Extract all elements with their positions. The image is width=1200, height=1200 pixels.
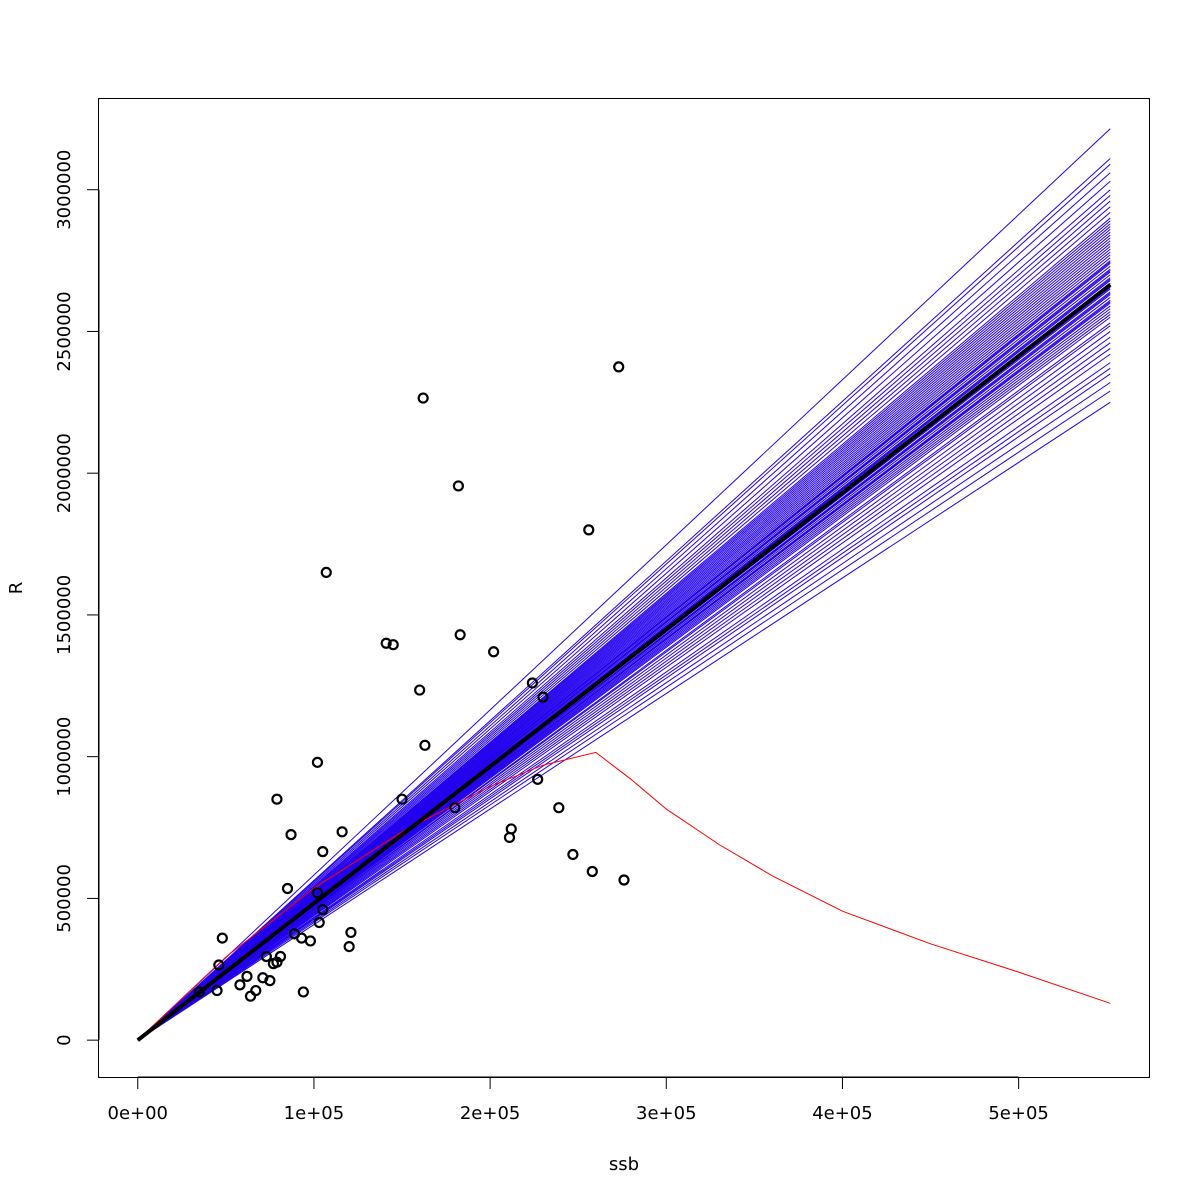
data-point xyxy=(313,916,325,929)
data-point xyxy=(260,950,272,963)
alt-curve-group xyxy=(137,751,1111,1041)
data-point xyxy=(452,480,464,492)
data-point xyxy=(271,793,283,805)
y-tick-label: 2500000 xyxy=(54,291,75,371)
data-point xyxy=(213,959,225,971)
data-point xyxy=(618,874,630,886)
bootstrap-line xyxy=(137,189,1111,1041)
data-point xyxy=(311,756,324,768)
data-point xyxy=(380,637,392,649)
bootstrap-line xyxy=(137,373,1111,1041)
bootstrap-line xyxy=(137,382,1111,1041)
x-axis: 0e+00 1e+05 2e+05 3e+05 4e+05 5e+05 xyxy=(108,1076,1049,1124)
x-tick-label: 0e+00 xyxy=(108,1103,169,1124)
data-point xyxy=(296,932,308,944)
x-tick-label: 2e+05 xyxy=(460,1103,521,1124)
x-tick-label: 4e+05 xyxy=(812,1103,873,1124)
y-tick-label: 3000000 xyxy=(54,150,75,230)
data-point xyxy=(234,979,246,991)
data-point xyxy=(419,739,431,751)
y-tick-label: 500000 xyxy=(54,864,75,933)
bootstrap-line xyxy=(137,401,1111,1041)
data-point xyxy=(304,935,317,947)
data-point xyxy=(343,940,355,953)
data-point xyxy=(553,802,565,814)
bootstrap-line xyxy=(137,200,1111,1041)
data-point xyxy=(250,984,262,997)
data-point xyxy=(285,829,297,841)
data-point xyxy=(586,865,598,878)
y-tick-label: 0 xyxy=(54,1034,75,1045)
data-point xyxy=(320,566,332,579)
bootstrap-line xyxy=(137,206,1111,1041)
bootstrap-lines-group xyxy=(137,128,1111,1041)
y-tick-label: 1000000 xyxy=(54,717,75,797)
data-point xyxy=(311,887,324,899)
bootstrap-line xyxy=(137,353,1111,1041)
bootstrap-line xyxy=(137,342,1111,1041)
bootstrap-line xyxy=(137,212,1111,1041)
y-axis-label: R xyxy=(6,582,27,595)
data-point xyxy=(567,848,579,861)
data-point xyxy=(454,629,466,641)
data-point xyxy=(537,691,549,703)
data-point xyxy=(317,904,329,916)
data-point xyxy=(417,392,429,404)
x-tick-label: 1e+05 xyxy=(284,1103,345,1124)
data-point xyxy=(526,677,538,689)
data-point xyxy=(387,639,399,651)
plot-frame xyxy=(98,98,1150,1078)
bootstrap-line xyxy=(137,217,1111,1041)
data-point xyxy=(297,986,309,998)
bootstrap-line xyxy=(137,180,1111,1041)
data-point xyxy=(336,826,348,838)
x-tick-label: 5e+05 xyxy=(988,1103,1049,1124)
bootstrap-line xyxy=(137,367,1111,1041)
data-point xyxy=(414,684,426,696)
fit-line xyxy=(136,283,1112,1042)
bootstrap-line xyxy=(137,163,1111,1041)
data-point xyxy=(244,990,257,1002)
y-tick-label: 1500000 xyxy=(54,575,75,655)
y-axis: 0 500000 1000000 1500000 2000000 2500000 30000… xyxy=(54,150,100,1046)
data-point xyxy=(241,970,253,982)
data-point xyxy=(211,984,223,997)
y-tick-label: 2000000 xyxy=(54,433,75,513)
data-point xyxy=(345,926,357,939)
data-point xyxy=(583,524,595,536)
data-point xyxy=(396,793,408,805)
bootstrap-line xyxy=(137,348,1111,1041)
x-tick-label: 3e+05 xyxy=(636,1103,697,1124)
data-point xyxy=(532,773,544,785)
alt-curve xyxy=(137,751,1111,1041)
data-point xyxy=(449,802,461,814)
bootstrap-line xyxy=(137,128,1111,1041)
fit-line-group xyxy=(136,283,1112,1042)
points-group xyxy=(193,361,630,1002)
data-point xyxy=(274,950,287,963)
data-point xyxy=(193,986,206,998)
data-point xyxy=(264,975,276,987)
x-axis-label: ssb xyxy=(609,1154,639,1175)
bootstrap-line xyxy=(137,331,1111,1041)
bootstrap-line xyxy=(137,322,1111,1041)
data-point xyxy=(488,646,500,658)
data-point xyxy=(613,361,625,373)
bootstrap-line xyxy=(137,390,1111,1041)
bootstrap-line xyxy=(137,172,1111,1041)
data-point xyxy=(505,823,517,835)
data-point xyxy=(317,846,329,858)
data-point xyxy=(281,882,294,895)
bootstrap-line xyxy=(137,195,1111,1041)
data-point xyxy=(216,932,228,944)
bootstrap-line xyxy=(137,336,1111,1041)
bootstrap-line xyxy=(137,158,1111,1041)
bootstrap-line xyxy=(137,362,1111,1041)
